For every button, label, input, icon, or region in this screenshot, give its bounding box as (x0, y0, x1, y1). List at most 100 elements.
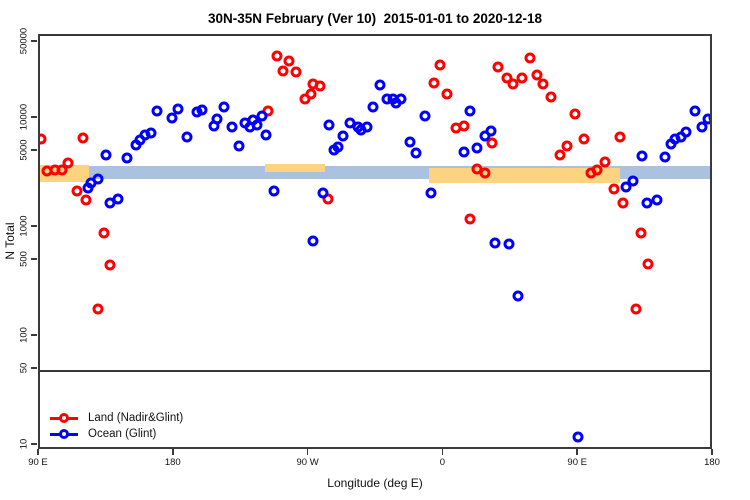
land-point (516, 72, 528, 84)
land-point (71, 185, 83, 197)
land-point (554, 149, 566, 161)
land-point (617, 197, 629, 209)
ocean-point (503, 238, 515, 250)
y-tick (31, 149, 37, 151)
ocean-point (196, 104, 208, 116)
land-point (104, 259, 116, 271)
y-tick-label: 5000 (18, 139, 30, 161)
threshold-line (40, 369, 710, 372)
land-point (635, 227, 647, 239)
land-point (507, 78, 519, 90)
land-point (608, 183, 620, 195)
ocean-point (696, 121, 708, 133)
ocean-point (172, 103, 184, 115)
land-point (599, 156, 611, 168)
land-point (41, 165, 53, 177)
land-point (458, 120, 470, 132)
land-point (464, 213, 476, 225)
y-tick-label: 100 (18, 327, 30, 343)
land-point (486, 137, 498, 149)
ocean-point (151, 105, 163, 117)
legend-symbol (50, 428, 78, 440)
ocean-point (82, 182, 94, 194)
x-tick-label: 90 E (28, 457, 48, 468)
x-tick (576, 449, 578, 455)
ocean-point (218, 101, 230, 113)
ocean-point (479, 130, 491, 142)
y-tick (31, 443, 37, 445)
legend-circle-icon (59, 412, 69, 423)
y-axis-label: N Total (3, 222, 17, 260)
ocean-point (226, 121, 238, 133)
ocean-point (328, 144, 340, 156)
x-axis-label: Longitude (deg E) (327, 476, 423, 490)
land-point (441, 88, 453, 100)
legend-symbol (50, 412, 78, 424)
ocean-point (323, 119, 335, 131)
y-tick-label: 500 (18, 250, 30, 267)
ocean-point (251, 119, 263, 131)
ocean-point (211, 113, 223, 125)
chart-title: 30N-35N February (Ver 10) 2015-01-01 to … (208, 11, 542, 26)
ocean-point (636, 150, 648, 162)
y-tick (31, 334, 37, 336)
ocean-point (233, 140, 245, 152)
ocean-point (404, 136, 416, 148)
y-tick-label: 1000 (18, 215, 30, 237)
land-point (290, 66, 302, 78)
land-point (428, 77, 440, 89)
ocean-point (130, 139, 142, 151)
land-point (80, 194, 92, 206)
y-tick-label: 10000 (18, 103, 30, 131)
land-coverage-band-segment (264, 163, 325, 173)
x-tick-label: 0 (439, 457, 446, 468)
land-point (62, 157, 74, 169)
x-tick-label: 90 W (296, 457, 319, 468)
land-point (585, 167, 597, 179)
land-point (524, 52, 536, 64)
ocean-point (651, 194, 663, 206)
ocean-point (489, 237, 501, 249)
plot-area: Land (Nadir&Glint) Ocean (Glint) (38, 34, 712, 449)
y-tick (31, 258, 37, 260)
land-point (569, 108, 581, 120)
x-tick-label: 180 (164, 457, 181, 468)
y-tick (31, 225, 37, 227)
ocean-point (307, 235, 319, 247)
legend-label: Ocean (Glint) (88, 428, 157, 440)
ocean-point (181, 131, 193, 143)
x-tick (172, 449, 174, 455)
y-tick (31, 40, 37, 42)
legend: Land (Nadir&Glint) Ocean (Glint) (50, 410, 183, 442)
ocean-point (419, 110, 431, 122)
y-tick (31, 116, 37, 118)
land-point (283, 55, 295, 67)
legend-item: Ocean (Glint) (50, 426, 183, 442)
ocean-point (410, 147, 422, 159)
x-tick (306, 449, 309, 455)
y-tick-label: 10 (18, 438, 30, 450)
x-tick (37, 449, 39, 455)
ocean-point (361, 121, 372, 133)
land-point (561, 140, 573, 152)
land-point (40, 133, 47, 145)
land-point (531, 69, 543, 81)
land-point (314, 80, 326, 92)
ocean-point (659, 151, 671, 163)
legend-label: Land (Nadir&Glint) (88, 412, 184, 424)
ocean-point (374, 79, 386, 91)
ocean-point (256, 110, 268, 122)
x-tick-label: 180 (704, 457, 720, 468)
ocean-point (166, 112, 178, 124)
ocean-point (390, 97, 402, 109)
ocean-point (100, 149, 112, 161)
ocean-point (260, 129, 272, 141)
ocean-point (268, 185, 280, 197)
land-point (501, 72, 513, 84)
land-point (277, 65, 289, 77)
ocean-point (620, 181, 632, 193)
land-point (642, 258, 654, 270)
ocean-point (689, 105, 701, 117)
ocean-point (641, 197, 653, 209)
